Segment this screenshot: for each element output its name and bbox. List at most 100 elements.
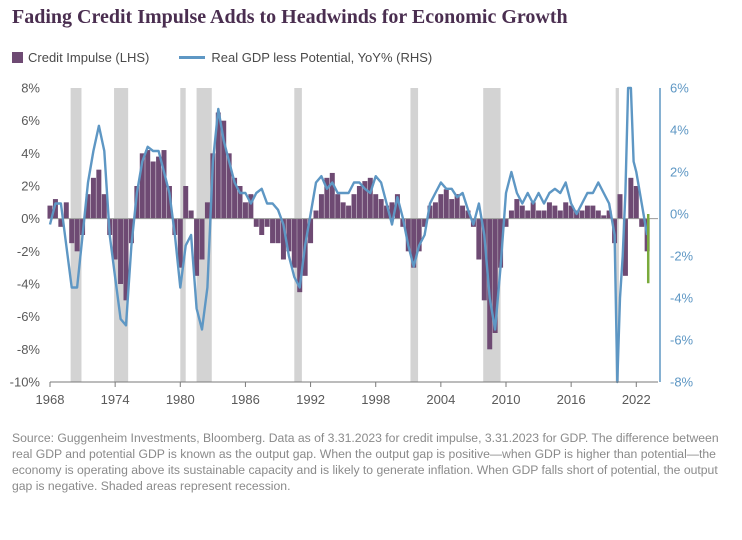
left-tick-1: -8% — [17, 342, 41, 357]
chart-plot: -10% -8% -6% -4% -2% 0% 2% 4% 6% 8% -8% -6% -4% -2% 0%… — [10, 81, 694, 408]
credit-impulse-bar-53 — [335, 194, 341, 219]
credit-impulse-bar-85 — [508, 210, 514, 219]
credit-impulse-bar-72 — [438, 194, 444, 219]
credit-impulse-bar-4 — [69, 218, 75, 244]
credit-impulse-bar-28 — [199, 218, 205, 260]
left-tick-5: 0% — [21, 211, 40, 226]
legend-line-swatch — [179, 55, 206, 59]
credit-impulse-bar-94 — [557, 210, 563, 219]
credit-impulse-bar-64 — [394, 194, 400, 219]
credit-impulse-bar-36 — [242, 202, 248, 219]
credit-impulse-bar-77 — [465, 210, 471, 219]
credit-impulse-bar-7 — [85, 194, 91, 219]
credit-impulse-bar-106 — [622, 218, 628, 276]
credit-impulse-bar-56 — [351, 194, 357, 219]
credit-impulse-bar-105 — [617, 194, 623, 219]
right-tick-3: -2% — [670, 249, 694, 264]
credit-impulse-bar-46 — [297, 218, 303, 293]
credit-impulse-bar-102 — [601, 215, 607, 219]
credit-impulse-bar-25 — [183, 186, 189, 219]
left-tick-6: 2% — [21, 179, 40, 194]
right-tick-6: 4% — [670, 123, 689, 138]
credit-impulse-bar-48 — [308, 218, 314, 244]
credit-impulse-bar-3 — [63, 202, 69, 219]
credit-impulse-bar-45 — [291, 218, 297, 268]
credit-impulse-bar-61 — [378, 199, 384, 219]
credit-impulse-bar-8 — [90, 177, 96, 219]
credit-impulse-bar-93 — [552, 205, 558, 219]
credit-impulse-bar-19 — [150, 161, 156, 219]
credit-impulse-bar-73 — [443, 189, 449, 219]
credit-impulse-bar-82 — [492, 218, 498, 333]
credit-impulse-bar-108 — [633, 186, 639, 219]
left-tick-9: 8% — [21, 81, 40, 96]
right-tick-1: -6% — [670, 333, 694, 348]
legend-bar-swatch — [12, 51, 23, 63]
right-tick-4: 0% — [670, 207, 689, 222]
x-tick-7: 2010 — [492, 392, 521, 407]
credit-impulse-bar-37 — [248, 194, 254, 219]
credit-impulse-bar-84 — [503, 218, 509, 227]
credit-impulse-bar-43 — [280, 218, 286, 260]
credit-impulse-bar-62 — [384, 205, 390, 219]
source-note: Source: Guggenheim Investments, Bloomber… — [12, 431, 719, 493]
x-tick-3: 1986 — [231, 392, 260, 407]
credit-impulse-bar-81 — [487, 218, 493, 350]
credit-impulse-bar-79 — [476, 218, 482, 260]
credit-impulse-bar-91 — [541, 210, 547, 219]
credit-impulse-bar-63 — [389, 202, 395, 219]
credit-impulse-bar-59 — [367, 177, 373, 219]
credit-impulse-bar-44 — [286, 218, 292, 252]
credit-impulse-bar-33 — [226, 153, 232, 219]
credit-impulse-bar-107 — [628, 177, 634, 219]
credit-impulse-bar-40 — [264, 218, 270, 227]
credit-impulse-bar-76 — [460, 205, 466, 219]
credit-impulse-bar-54 — [340, 202, 346, 219]
credit-impulse-bar-5 — [74, 218, 80, 252]
credit-impulse-bar-49 — [313, 210, 319, 219]
credit-impulse-bar-96 — [568, 205, 574, 219]
x-tick-8: 2016 — [557, 392, 586, 407]
left-tick-3: -4% — [17, 277, 41, 292]
left-tick-0: -10% — [10, 375, 41, 390]
legend: Credit Impulse (LHS) Real GDP less Poten… — [12, 48, 432, 66]
chart-title: Fading Credit Impulse Adds to Headwinds … — [12, 6, 568, 28]
credit-impulse-bar-70 — [427, 205, 433, 219]
right-tick-5: 2% — [670, 165, 689, 180]
credit-impulse-bar-109 — [639, 218, 645, 227]
credit-impulse-bar-12 — [112, 218, 118, 260]
credit-impulse-bar-38 — [253, 218, 259, 227]
credit-impulse-bar-99 — [584, 205, 590, 219]
credit-impulse-bar-55 — [346, 205, 352, 219]
credit-impulse-bar-67 — [411, 218, 417, 268]
credit-impulse-bar-26 — [188, 210, 194, 219]
credit-impulse-bar-2 — [58, 218, 64, 227]
credit-impulse-bar-58 — [362, 181, 368, 219]
right-tick-2: -4% — [670, 291, 694, 306]
credit-impulse-bar-74 — [449, 199, 455, 219]
x-tick-2: 1980 — [166, 392, 195, 407]
x-tick-1: 1974 — [101, 392, 130, 407]
credit-impulse-bar-17 — [139, 153, 145, 219]
credit-impulse-bar-0 — [47, 205, 53, 219]
credit-impulse-bar-10 — [101, 194, 107, 219]
credit-impulse-bar-31 — [215, 112, 221, 219]
legend-line-label: Real GDP less Potential, YoY% (RHS) — [211, 49, 433, 65]
credit-impulse-bar-14 — [123, 218, 129, 301]
credit-impulse-bar-92 — [546, 202, 552, 219]
credit-impulse-bar-100 — [590, 205, 596, 219]
credit-impulse-bar-29 — [204, 202, 210, 219]
credit-impulse-bar-39 — [259, 218, 265, 235]
credit-impulse-bar-88 — [525, 210, 531, 219]
credit-impulse-bar-51 — [324, 177, 330, 219]
credit-impulse-bar-20 — [156, 156, 162, 219]
recession-band-2 — [180, 88, 186, 382]
credit-impulse-bar-13 — [118, 218, 124, 284]
x-tick-6: 2004 — [426, 392, 455, 407]
credit-impulse-bar-50 — [318, 194, 324, 219]
credit-impulse-bar-18 — [145, 150, 151, 219]
credit-impulse-bar-69 — [422, 218, 428, 227]
credit-impulse-bar-87 — [519, 205, 525, 219]
credit-impulse-bar-68 — [416, 218, 422, 252]
credit-impulse-bar-83 — [498, 218, 504, 268]
